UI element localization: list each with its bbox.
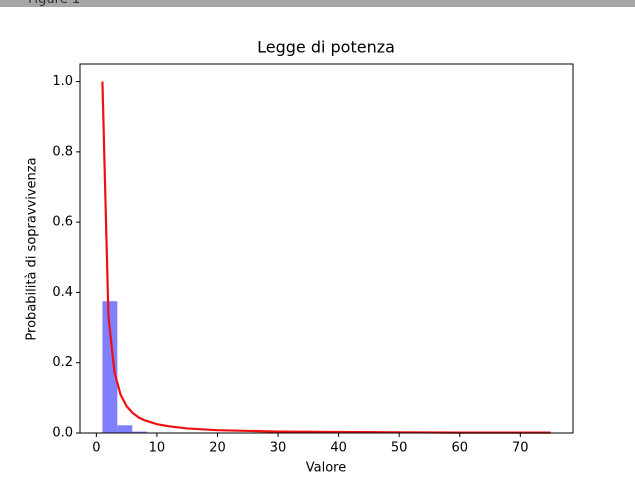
chart-title: Legge di potenza bbox=[257, 38, 395, 57]
y-tick-label: 0.8 bbox=[52, 144, 73, 159]
title-bar: Figure 1 bbox=[0, 0, 635, 7]
x-tick-label: 50 bbox=[391, 441, 408, 456]
y-tick-label: 0.0 bbox=[52, 426, 73, 441]
y-tick-label: 0.2 bbox=[52, 355, 73, 370]
window-title: Figure 1 bbox=[28, 0, 80, 7]
x-axis-label: Valore bbox=[306, 461, 346, 476]
x-tick-label: 30 bbox=[270, 441, 287, 456]
histogram-bar bbox=[117, 425, 133, 433]
x-tick-label: 60 bbox=[451, 441, 468, 456]
line bbox=[101, 81, 551, 434]
y-axis-label: Probabilità di sopravvivenza bbox=[25, 157, 40, 340]
y-tick-label: 1.0 bbox=[52, 74, 73, 89]
y-tick-label: 0.6 bbox=[52, 215, 73, 230]
histogram-bar bbox=[102, 301, 118, 433]
x-tick-label: 20 bbox=[209, 441, 226, 456]
x-tick-label: 70 bbox=[512, 441, 529, 456]
plot-frame bbox=[79, 63, 574, 434]
x-tick-label: 40 bbox=[330, 441, 347, 456]
y-tick-label: 0.4 bbox=[52, 285, 73, 300]
histogram-bar bbox=[132, 431, 148, 433]
x-tick-label: 10 bbox=[149, 441, 166, 456]
x-tick-label: 0 bbox=[92, 441, 100, 456]
